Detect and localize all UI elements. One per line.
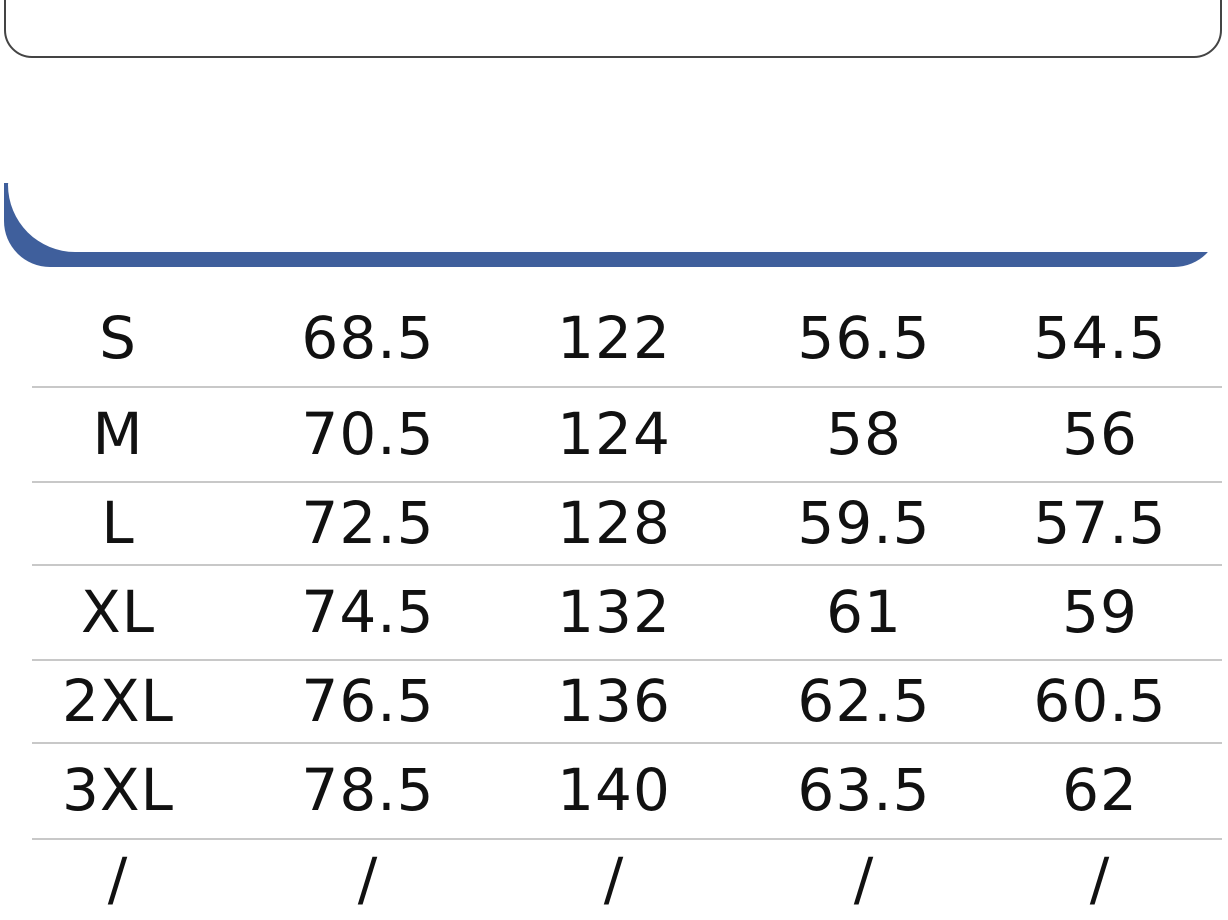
measurement-cell: 63.5 bbox=[797, 756, 931, 824]
table-row: 3XL 78.5 140 63.5 62 bbox=[0, 742, 1228, 840]
measurement-cell: / bbox=[603, 845, 625, 913]
measurement-cell: 136 bbox=[557, 667, 671, 735]
measurement-cell: 76.5 bbox=[301, 667, 435, 735]
measurement-cell: / bbox=[853, 845, 875, 913]
row-divider bbox=[32, 564, 1222, 566]
measurement-cell: 58 bbox=[826, 400, 902, 468]
table-row: / / / / / bbox=[0, 838, 1228, 920]
row-divider bbox=[32, 742, 1222, 744]
measurement-cell: 132 bbox=[557, 578, 671, 646]
size-cell: S bbox=[99, 304, 137, 372]
measurement-cell: 74.5 bbox=[301, 578, 435, 646]
measurement-cell: 140 bbox=[557, 756, 671, 824]
table-row: M 70.5 124 58 56 bbox=[0, 386, 1228, 483]
size-cell: 2XL bbox=[62, 667, 174, 735]
table-row: S 68.5 122 56.5 54.5 bbox=[0, 290, 1228, 388]
table-row: XL 74.5 132 61 59 bbox=[0, 564, 1228, 661]
measurement-cell: 122 bbox=[557, 304, 671, 372]
top-outline-panel bbox=[4, 0, 1222, 58]
measurement-cell: 70.5 bbox=[301, 400, 435, 468]
measurement-cell: 60.5 bbox=[1033, 667, 1167, 735]
measurement-cell: 62 bbox=[1062, 756, 1138, 824]
measurement-cell: 59 bbox=[1062, 578, 1138, 646]
size-cell: / bbox=[107, 845, 129, 913]
size-chart-table: S 68.5 122 56.5 54.5 M 70.5 124 58 56 L … bbox=[0, 290, 1228, 920]
row-divider bbox=[32, 838, 1222, 840]
size-cell: 3XL bbox=[62, 756, 174, 824]
size-cell: M bbox=[92, 400, 144, 468]
measurement-cell: 62.5 bbox=[797, 667, 931, 735]
measurement-cell: 128 bbox=[557, 489, 671, 557]
measurement-cell: 54.5 bbox=[1033, 304, 1167, 372]
table-header-area bbox=[8, 168, 1220, 252]
measurement-cell: 57.5 bbox=[1033, 489, 1167, 557]
size-cell: L bbox=[101, 489, 135, 557]
measurement-cell: 59.5 bbox=[797, 489, 931, 557]
measurement-cell: 56.5 bbox=[797, 304, 931, 372]
size-cell: XL bbox=[80, 578, 156, 646]
measurement-cell: 124 bbox=[557, 400, 671, 468]
measurement-cell: 78.5 bbox=[301, 756, 435, 824]
measurement-cell: 61 bbox=[826, 578, 902, 646]
measurement-cell: 68.5 bbox=[301, 304, 435, 372]
measurement-cell: / bbox=[1089, 845, 1111, 913]
row-divider bbox=[32, 386, 1222, 388]
table-row: 2XL 76.5 136 62.5 60.5 bbox=[0, 660, 1228, 744]
measurement-cell: 72.5 bbox=[301, 489, 435, 557]
row-divider bbox=[32, 481, 1222, 483]
measurement-cell: 56 bbox=[1062, 400, 1138, 468]
row-divider bbox=[32, 659, 1222, 661]
measurement-cell: / bbox=[357, 845, 379, 913]
table-row: L 72.5 128 59.5 57.5 bbox=[0, 482, 1228, 566]
